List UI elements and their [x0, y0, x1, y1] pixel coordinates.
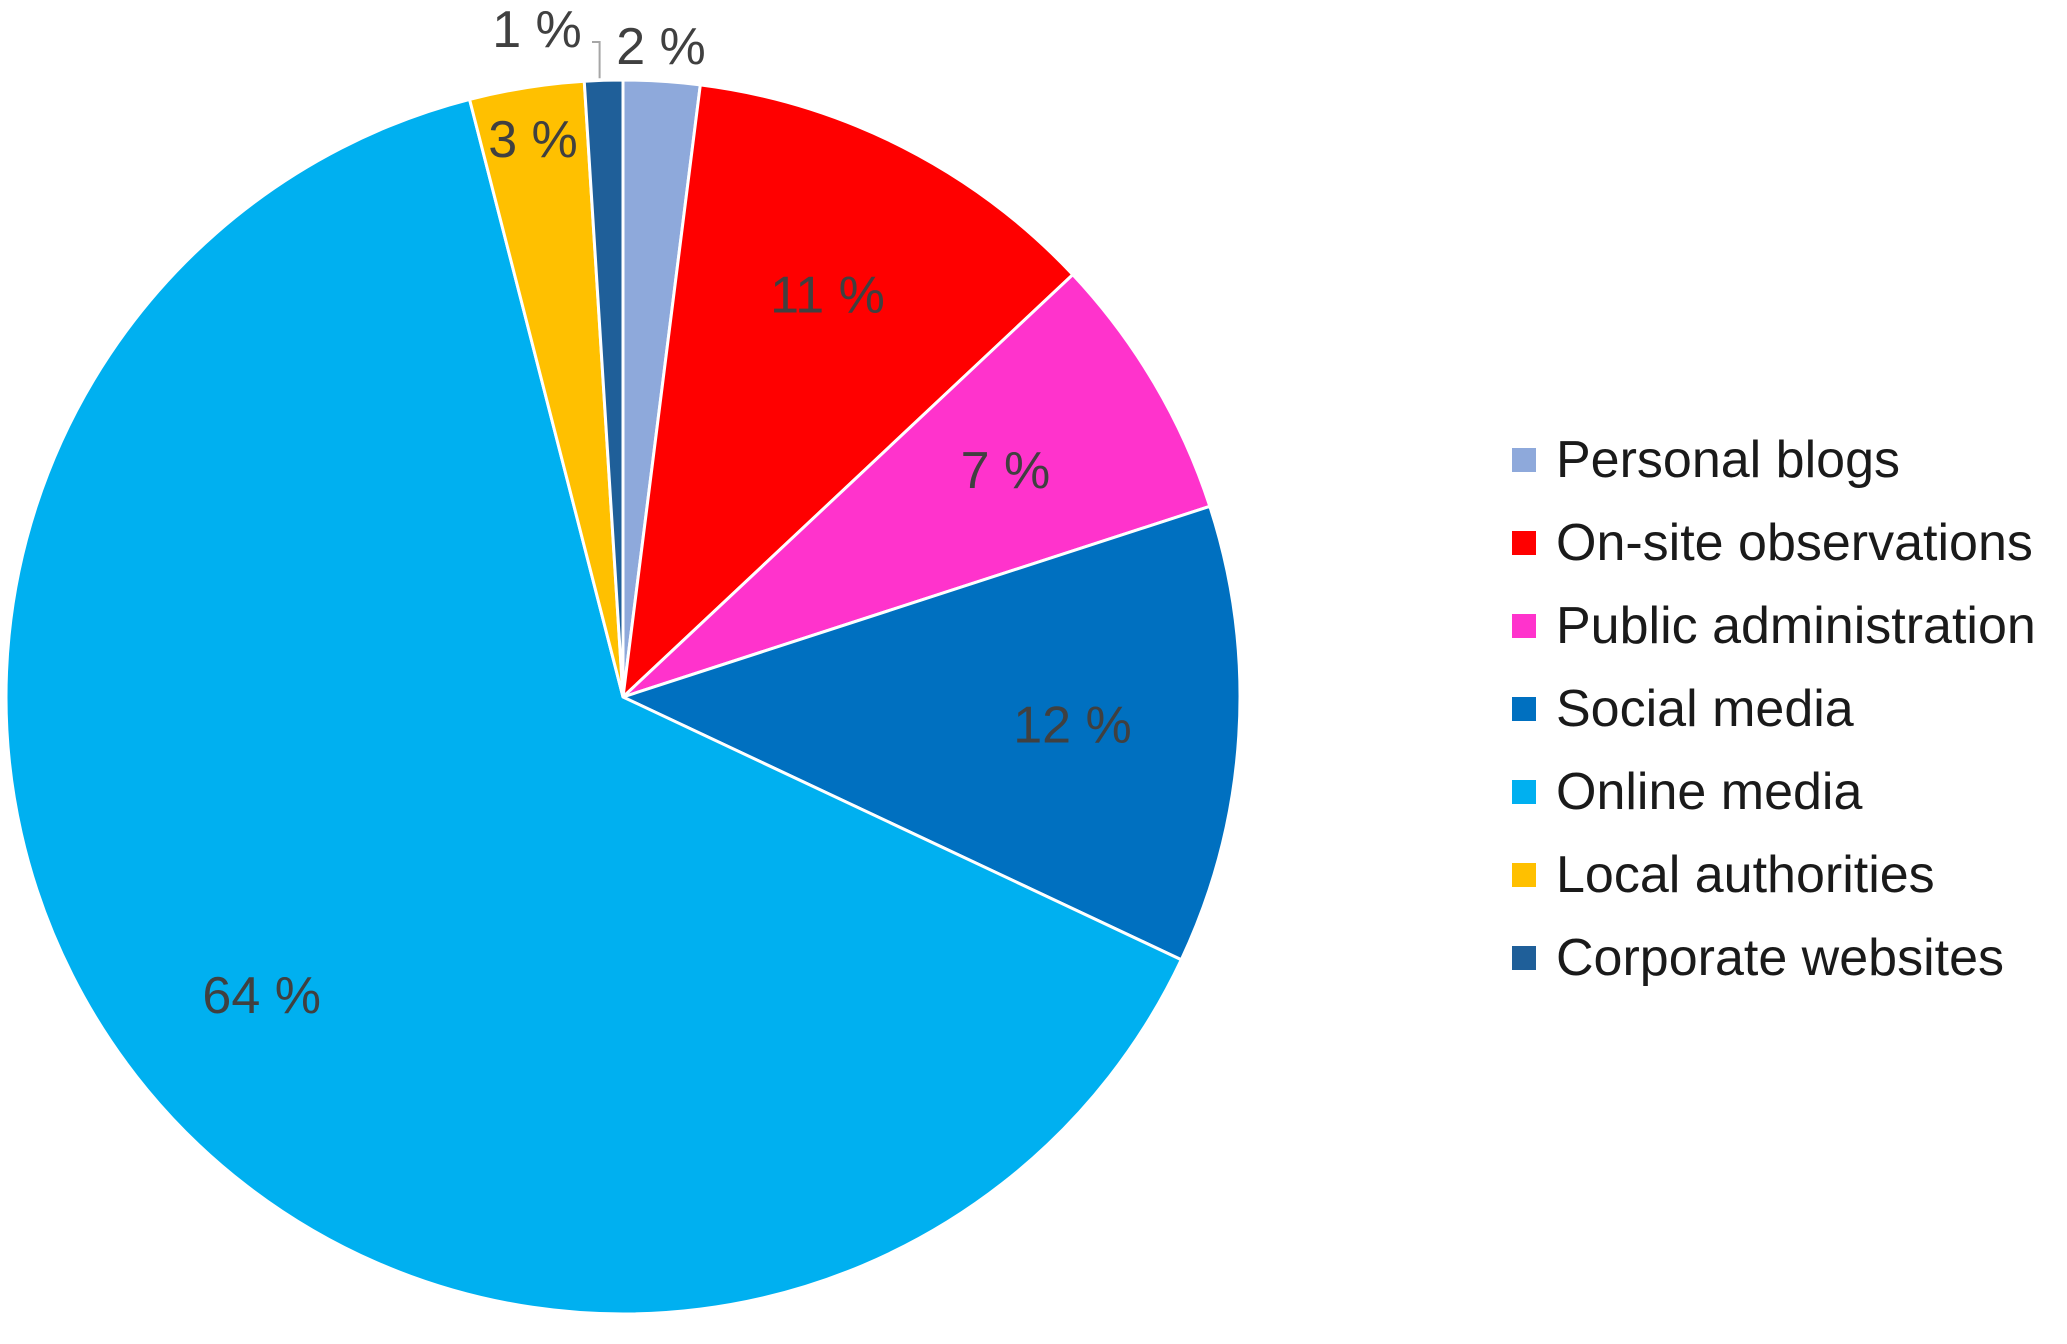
data-label-public-administration: 7 %	[961, 442, 1051, 500]
data-label-online-media: 64 %	[202, 967, 321, 1025]
legend-item-social-media: Social media	[1512, 667, 2057, 750]
data-label-social-media: 12 %	[1013, 696, 1132, 754]
leader-line-corporate-websites	[592, 41, 601, 79]
legend-swatch	[1512, 696, 1536, 721]
data-label-local-authorities: 3 %	[488, 111, 578, 169]
legend-label: On-site observations	[1556, 513, 2033, 572]
data-label-corporate-websites: 1 %	[492, 1, 582, 59]
legend-swatch	[1512, 862, 1536, 887]
legend-label: Public administration	[1556, 596, 2036, 655]
legend-label: Local authorities	[1556, 845, 1935, 904]
legend-label: Corporate websites	[1556, 928, 2004, 987]
legend-item-online-media: Online media	[1512, 750, 2057, 833]
pie-slices	[4, 78, 1242, 1316]
legend-label: Personal blogs	[1556, 430, 1900, 489]
pie-slice-on-site-observations	[620, 83, 1075, 701]
pie-slice-corporate-websites	[582, 78, 625, 698]
pie-slice-social-media	[618, 504, 1242, 962]
legend-swatch	[1512, 447, 1536, 472]
leader-lines	[592, 41, 601, 79]
pie-slice-online-media	[4, 97, 1184, 1316]
legend-label: Online media	[1556, 762, 1863, 821]
legend-item-corporate-websites: Corporate websites	[1512, 916, 2057, 999]
legend-swatch	[1512, 779, 1536, 804]
pie-plot-area: 2 % 11 % 7 % 12 % 64 % 3 % 1 %	[4, 1, 1242, 1316]
data-labels: 2 % 11 % 7 % 12 % 64 % 3 % 1 %	[202, 1, 1131, 1025]
pie-slice-public-administration	[621, 272, 1212, 699]
data-label-on-site-observations: 11 %	[770, 267, 885, 325]
legend-item-on-site-observations: On-site observations	[1512, 501, 2057, 584]
legend-label: Social media	[1556, 679, 1854, 738]
legend: Personal blogs On-site observations Publ…	[1512, 418, 2057, 999]
legend-item-personal-blogs: Personal blogs	[1512, 418, 2057, 501]
legend-swatch	[1512, 530, 1536, 555]
legend-item-public-administration: Public administration	[1512, 584, 2057, 667]
legend-swatch	[1512, 945, 1536, 970]
data-label-personal-blogs: 2 %	[616, 18, 706, 76]
legend-item-local-authorities: Local authorities	[1512, 833, 2057, 916]
legend-swatch	[1512, 613, 1536, 638]
